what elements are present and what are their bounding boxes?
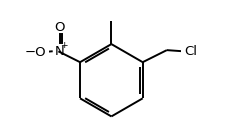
- Text: O: O: [54, 21, 65, 34]
- Text: Cl: Cl: [183, 45, 196, 58]
- Text: N: N: [55, 45, 64, 58]
- Text: +: +: [60, 41, 67, 50]
- Text: −O: −O: [25, 46, 46, 59]
